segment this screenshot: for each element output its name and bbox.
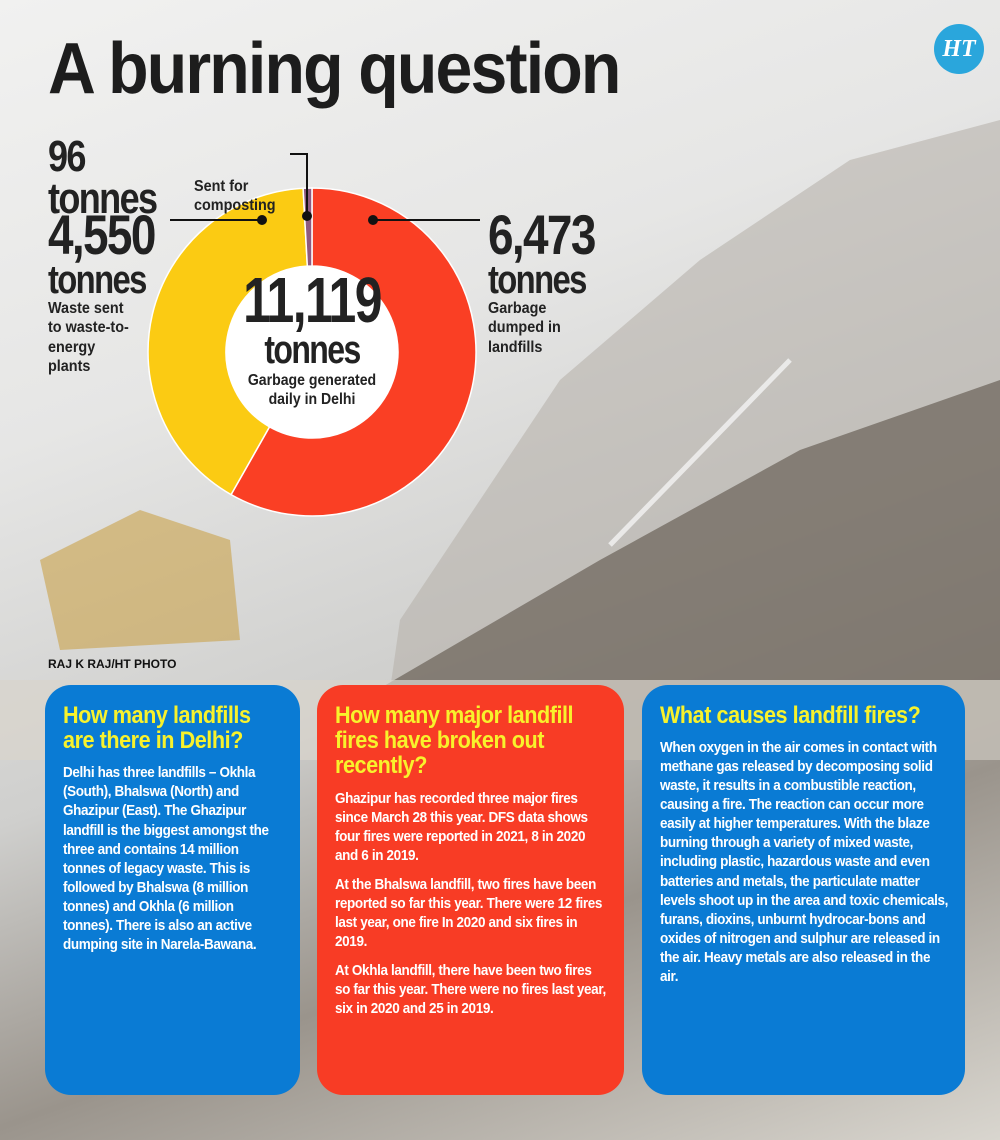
info-box-causes: What causes landfill fires? When oxygen …: [642, 685, 965, 1095]
energy-label: 4,550 tonnes Waste sent to waste-to-ener…: [48, 203, 178, 376]
composting-label: 96 tonnes Sent for composting: [48, 132, 304, 223]
box-paragraph: When oxygen in the air comes in contact …: [660, 739, 949, 985]
total-unit: tonnes: [264, 327, 361, 372]
info-box-fires: How many major landfill fires have broke…: [317, 685, 624, 1095]
leader-line-composting: [290, 153, 308, 216]
donut-center-total: 11,119 tonnes Garbage generated daily in…: [222, 264, 402, 409]
box-paragraph: Ghazipur has recorded three major fires …: [335, 789, 588, 864]
box-paragraph: At the Bhalswa landfill, two fires have …: [335, 875, 603, 950]
energy-desc: Waste sent to waste-to-energy plants: [48, 300, 129, 375]
donut-hole: [226, 266, 398, 438]
box-heading: How many major landfill fires have broke…: [335, 702, 574, 780]
box-paragraph: At Okhla landfill, there have been two f…: [335, 961, 606, 1018]
photo-credit: RAJ K RAJ/HT PHOTO: [48, 657, 177, 671]
info-box-landfills: How many landfills are there in Delhi? D…: [45, 685, 300, 1095]
energy-value: 4,550: [48, 203, 156, 266]
page-title: A burning question: [48, 29, 621, 109]
composting-value: 96 tonnes: [48, 132, 158, 223]
leader-dot-composting: [302, 211, 312, 221]
total-value: 11,119: [243, 264, 382, 336]
total-desc: Garbage generated daily in Delhi: [247, 371, 377, 408]
landfill-label: 6,473 tonnes Garbage dumped in landfills: [488, 203, 618, 357]
energy-unit: tonnes: [48, 258, 147, 303]
composting-desc: Sent for composting: [194, 178, 276, 215]
box-heading: What causes landfill fires?: [660, 702, 921, 729]
leader-dot-energy: [257, 215, 267, 225]
ht-logo: HT: [934, 24, 984, 74]
landfill-desc: Garbage dumped in landfills: [488, 300, 561, 356]
donut-chart: [147, 153, 480, 517]
box-heading: How many landfills are there in Delhi?: [63, 702, 251, 755]
box-paragraph: Delhi has three landfills – Okhla (South…: [63, 764, 269, 953]
landfill-unit: tonnes: [488, 258, 587, 303]
leader-dot-landfill: [368, 215, 378, 225]
landfill-value: 6,473: [488, 203, 596, 266]
